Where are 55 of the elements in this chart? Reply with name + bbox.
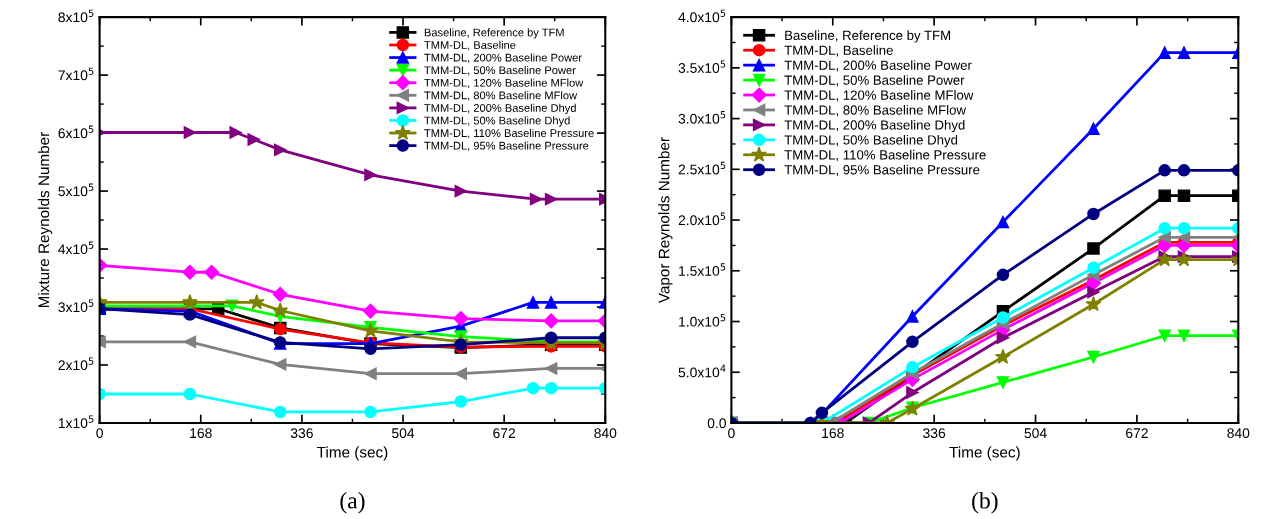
y-tick-label: 4.0x10$^{5}$ (678, 9, 726, 23)
legend-label: TMM-DL, Baseline (784, 45, 893, 57)
legend-label: TMM-DL, 50% Baseline Dhyd (784, 134, 958, 148)
x-axis-title: Time (sec) (317, 446, 388, 461)
legend-label: TMM-DL, 80% Baseline MFlow (784, 105, 967, 117)
legend-label: TMM-DL, 200% Baseline Dhyd (784, 119, 965, 133)
y-tick-label: 2.0x10$^{5}$ (678, 212, 726, 226)
y-tick-label: 3.5x10$^{5}$ (678, 60, 726, 73)
x-tick-label: 0 (728, 428, 735, 439)
y-tick-label: 8x10$^{5}$ (58, 9, 94, 23)
legend-label: TMM-DL, Baseline (424, 40, 516, 51)
x-tick-label: 672 (493, 428, 516, 439)
y-axis-title: Vapor Reynolds Number (658, 137, 673, 304)
y-tick-label: 4x10$^{5}$ (58, 241, 94, 255)
y-axis-title: Mixture Reynolds Number (38, 132, 53, 308)
y-tick-label: 7x10$^{5}$ (58, 67, 94, 81)
y-tick-label: 1.5x10$^{5}$ (679, 263, 726, 276)
y-tick-label: 5.0x10$^{4}$ (678, 364, 726, 378)
y-tick-label: 2.5x10$^{5}$ (678, 161, 726, 175)
x-tick-label: 336 (290, 428, 313, 439)
legend-label: TMM-DL, 110% Baseline Pressure (784, 149, 986, 162)
x-tick-label: 168 (822, 428, 844, 439)
x-tick-label: 168 (190, 428, 212, 439)
legend-label: TMM-DL, 200% Baseline Power (424, 53, 582, 63)
legend-label: TMM-DL, 200% Baseline Power (784, 60, 972, 72)
y-tick-label: 3x10$^{5}$ (58, 299, 94, 313)
legend-label: Baseline, Reference by TFM (785, 30, 951, 43)
x-tick-label: 672 (1126, 428, 1148, 439)
text: (a) (340, 491, 365, 514)
y-tick-label: 1.0x10$^{5}$ (679, 314, 726, 327)
y-tick-label: 0.0 (707, 418, 726, 429)
legend-label: TMM-DL, 120% Baseline MFlow (784, 90, 974, 102)
legend-label: TMM-DL, 120% Baseline MFlow (424, 78, 584, 89)
x-axis-title: Time (sec) (949, 446, 1020, 461)
legend-label: Baseline, Reference by TFM (424, 28, 564, 39)
x-tick-label: 336 (923, 428, 946, 439)
y-tick-label: 3.0x10$^{5}$ (678, 111, 726, 124)
legend-label: TMM-DL, 50% Baseline Power (424, 65, 576, 76)
y-tick-label: 6x10$^{5}$ (58, 125, 94, 139)
x-tick-label: 840 (594, 428, 617, 439)
y-tick-label: 2x10$^{5}$ (58, 357, 94, 371)
legend-label: TMM-DL, 95% Baseline Pressure (784, 164, 980, 177)
text: (b) (972, 491, 998, 514)
legend-label: TMM-DL, 50% Baseline Dhyd (424, 116, 570, 127)
legend-label: TMM-DL, 110% Baseline Pressure (424, 128, 594, 139)
legend-label: TMM-DL, 95% Baseline Pressure (424, 141, 589, 151)
x-tick-label: 504 (1024, 428, 1047, 439)
x-tick-label: 504 (391, 428, 415, 439)
x-tick-label: 0 (96, 428, 103, 439)
legend-label: TMM-DL, 200% Baseline Dhyd (424, 103, 576, 115)
x-tick-label: 840 (1227, 428, 1250, 439)
legend-label: TMM-DL, 50% Baseline Power (784, 75, 965, 87)
y-tick-label: 5x10$^{5}$ (58, 183, 94, 197)
y-tick-label: 1x10$^{5}$ (58, 415, 94, 429)
legend-label: TMM-DL, 80% Baseline MFlow (424, 91, 578, 101)
